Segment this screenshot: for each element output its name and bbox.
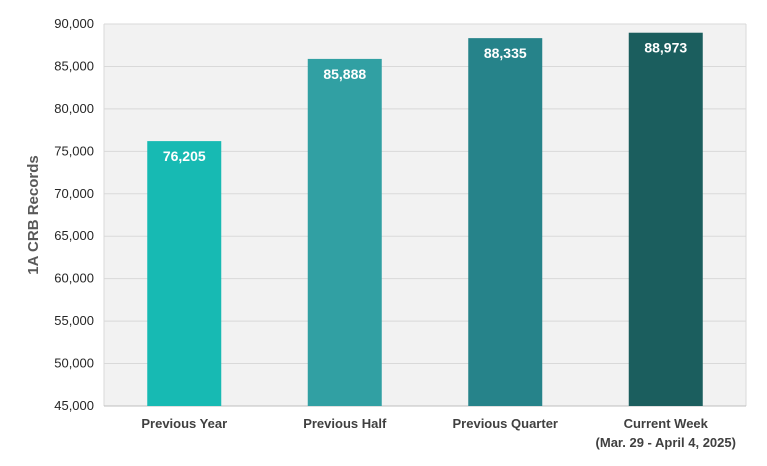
x-category-label: (Mar. 29 - April 4, 2025) [596,435,736,450]
y-tick-label: 70,000 [54,186,94,201]
bar-value-label: 76,205 [163,148,206,164]
y-tick-label: 85,000 [54,58,94,73]
x-category-label: Previous Quarter [453,416,559,431]
x-category-label: Previous Half [303,416,387,431]
bars [147,32,703,407]
bar [628,32,703,407]
y-tick-label: 90,000 [54,16,94,31]
y-tick-label: 55,000 [54,313,94,328]
bar-value-label: 85,888 [323,66,366,82]
y-tick-label: 60,000 [54,271,94,286]
value-labels: 76,205 85,888 88,335 88,973 [163,40,688,164]
y-tick-label: 45,000 [54,398,94,413]
bar-value-label: 88,973 [644,40,687,56]
y-axis-title: 1A CRB Records [25,155,42,274]
bar [307,58,382,406]
x-axis-categories: Previous Year Previous Half Previous Quart… [141,416,736,450]
y-tick-label: 65,000 [54,228,94,243]
y-tick-label: 50,000 [54,356,94,371]
x-category-label: Previous Year [141,416,227,431]
y-tick-label: 80,000 [54,101,94,116]
y-tick-label: 75,000 [54,143,94,158]
bar [147,141,222,406]
y-axis-ticks: 45,000 50,000 55,000 60,000 65,000 70,000 75,0… [54,16,94,413]
bar [468,38,543,406]
bar-value-label: 88,335 [484,45,527,61]
x-category-label: Current Week [624,416,709,431]
